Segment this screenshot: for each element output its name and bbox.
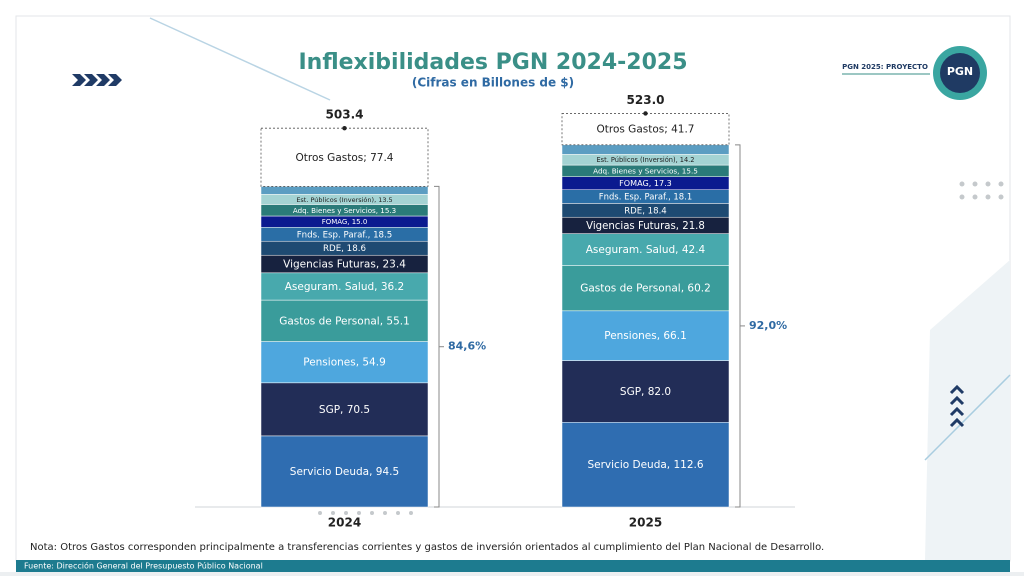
data-label: Pensiones, 54.9 bbox=[303, 357, 386, 369]
bar-segment bbox=[561, 113, 730, 146]
data-label: Gastos de Personal, 60.2 bbox=[580, 283, 711, 295]
data-label: Aseguram. Salud, 42.4 bbox=[586, 244, 706, 256]
data-label: Otros Gastos; 77.4 bbox=[295, 152, 393, 164]
logo-text: PGN 2025: PROYECTO bbox=[842, 63, 928, 71]
data-label: SGP, 82.0 bbox=[620, 386, 671, 398]
bar-segment bbox=[260, 186, 429, 195]
total-marker bbox=[342, 125, 347, 131]
bar-segment bbox=[260, 299, 429, 342]
x-tick-label: 2024 bbox=[328, 516, 361, 530]
data-label: FOMAG, 17.3 bbox=[619, 179, 672, 188]
data-label: RDE, 18.6 bbox=[323, 244, 366, 254]
data-label: FOMAG, 15.0 bbox=[322, 218, 368, 226]
subtitle: (Cifras en Billones de $) bbox=[412, 76, 574, 90]
slide-frame bbox=[15, 15, 1011, 562]
data-label: Est. Públicos (Inversión), 13.5 bbox=[296, 196, 392, 204]
share-label: 84,6% bbox=[448, 340, 486, 353]
decor-line bbox=[149, 17, 331, 101]
total-label: 523.0 bbox=[627, 93, 665, 107]
data-label: Pensiones, 66.1 bbox=[604, 330, 687, 342]
x-tick-label: 2025 bbox=[629, 516, 662, 530]
up-arrows bbox=[949, 384, 965, 428]
share-label: 92,0% bbox=[749, 319, 787, 332]
data-label: Aseguram. Salud, 36.2 bbox=[285, 281, 404, 293]
data-label: Fnds. Esp. Paraf., 18.1 bbox=[599, 192, 692, 202]
data-label: Est. Públicos (Inversión), 14.2 bbox=[597, 156, 695, 164]
logo-core bbox=[940, 53, 980, 93]
chevrons bbox=[72, 74, 122, 86]
bar-segment bbox=[260, 435, 429, 508]
data-label: Adq. Bienes y Servicios, 15.3 bbox=[293, 206, 396, 215]
bar-segment bbox=[260, 127, 429, 187]
bar-segment bbox=[561, 265, 730, 312]
decor-shape bbox=[925, 260, 1010, 560]
logo-badge: PGN bbox=[947, 65, 973, 78]
data-label: Fnds. Esp. Paraf., 18.5 bbox=[297, 230, 393, 240]
bar-segment bbox=[561, 144, 730, 155]
footer-bar bbox=[16, 560, 1010, 572]
data-label: Servicio Deuda, 94.5 bbox=[290, 466, 399, 478]
decor-line bbox=[924, 374, 1011, 461]
data-label: Otros Gastos; 41.7 bbox=[596, 124, 694, 136]
total-marker bbox=[643, 111, 648, 116]
bar-segment bbox=[260, 382, 429, 437]
bar-segment bbox=[260, 341, 429, 384]
data-label: Gastos de Personal, 55.1 bbox=[279, 315, 410, 327]
bar-segment bbox=[561, 422, 730, 508]
bar-segment bbox=[561, 360, 730, 423]
title: Inflexibilidades PGN 2024-2025 bbox=[298, 50, 687, 75]
data-label: Servicio Deuda, 112.6 bbox=[587, 459, 703, 471]
source: Fuente: Dirección General del Presupuest… bbox=[24, 561, 263, 571]
bar-segment bbox=[561, 310, 730, 361]
data-label: Adq. Bienes y Servicios, 15.5 bbox=[593, 166, 698, 175]
note: Nota: Otros Gastos corresponden principa… bbox=[30, 541, 824, 553]
dots bbox=[318, 181, 1004, 515]
total-label: 503.4 bbox=[326, 108, 364, 122]
data-label: RDE, 18.4 bbox=[624, 206, 667, 216]
data-label: SGP, 70.5 bbox=[319, 404, 370, 416]
bar-segment bbox=[260, 272, 429, 301]
data-label: Vigencias Futuras, 21.8 bbox=[586, 221, 705, 232]
data-label: Vigencias Futuras, 23.4 bbox=[283, 259, 406, 271]
plot: Servicio Deuda, 94.5 SGP, 70.5 Pensiones, … bbox=[260, 93, 787, 530]
